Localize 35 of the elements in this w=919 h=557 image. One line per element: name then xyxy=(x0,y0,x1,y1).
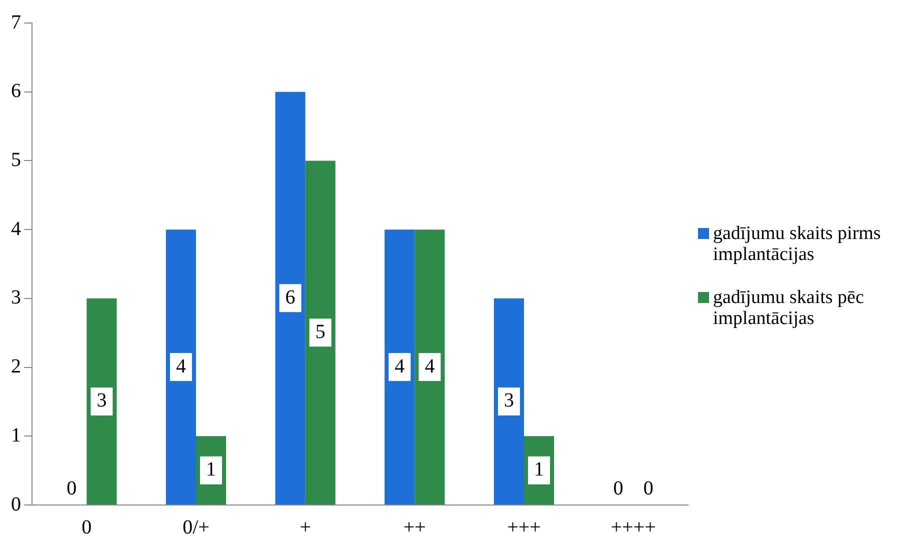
data-label: 4 xyxy=(424,355,435,378)
x-tick-label: +++ xyxy=(507,516,541,538)
data-label: 5 xyxy=(315,320,326,343)
data-label: 1 xyxy=(206,458,216,481)
y-tick-label: 6 xyxy=(11,80,21,102)
data-label: 0 xyxy=(643,477,654,500)
bar xyxy=(275,92,306,504)
x-tick-label: + xyxy=(300,516,311,538)
data-label: 3 xyxy=(504,390,514,412)
legend-label: gadījumu skaits pirms implantācijas xyxy=(713,222,882,264)
data-label: 1 xyxy=(534,458,544,481)
bar xyxy=(384,230,415,504)
data-label: 4 xyxy=(176,355,186,378)
data-label: 0 xyxy=(613,477,624,500)
legend-label: gadījumu skaits pēc implantācijas xyxy=(713,286,865,328)
y-tick-label: 0 xyxy=(11,493,21,516)
data-label: 4 xyxy=(394,355,405,378)
y-tick-label: 5 xyxy=(11,148,21,171)
y-tick-label: 1 xyxy=(11,424,21,446)
bar xyxy=(414,230,445,504)
bar xyxy=(494,298,524,504)
y-tick-label: 7 xyxy=(11,11,21,34)
y-tick-label: 2 xyxy=(11,356,21,378)
y-tick-label: 4 xyxy=(11,218,21,240)
data-label: 6 xyxy=(285,286,296,308)
x-tick-label: ++ xyxy=(403,516,426,538)
data-label: 3 xyxy=(96,390,107,412)
x-tick-label: 0/+ xyxy=(182,516,210,538)
x-tick-label: ++++ xyxy=(610,516,656,538)
x-tick-label: 0 xyxy=(82,516,92,538)
bar xyxy=(166,230,196,504)
data-label: 0 xyxy=(66,477,77,500)
bar xyxy=(86,298,117,504)
y-tick-label: 3 xyxy=(11,286,21,309)
bar xyxy=(305,160,336,504)
